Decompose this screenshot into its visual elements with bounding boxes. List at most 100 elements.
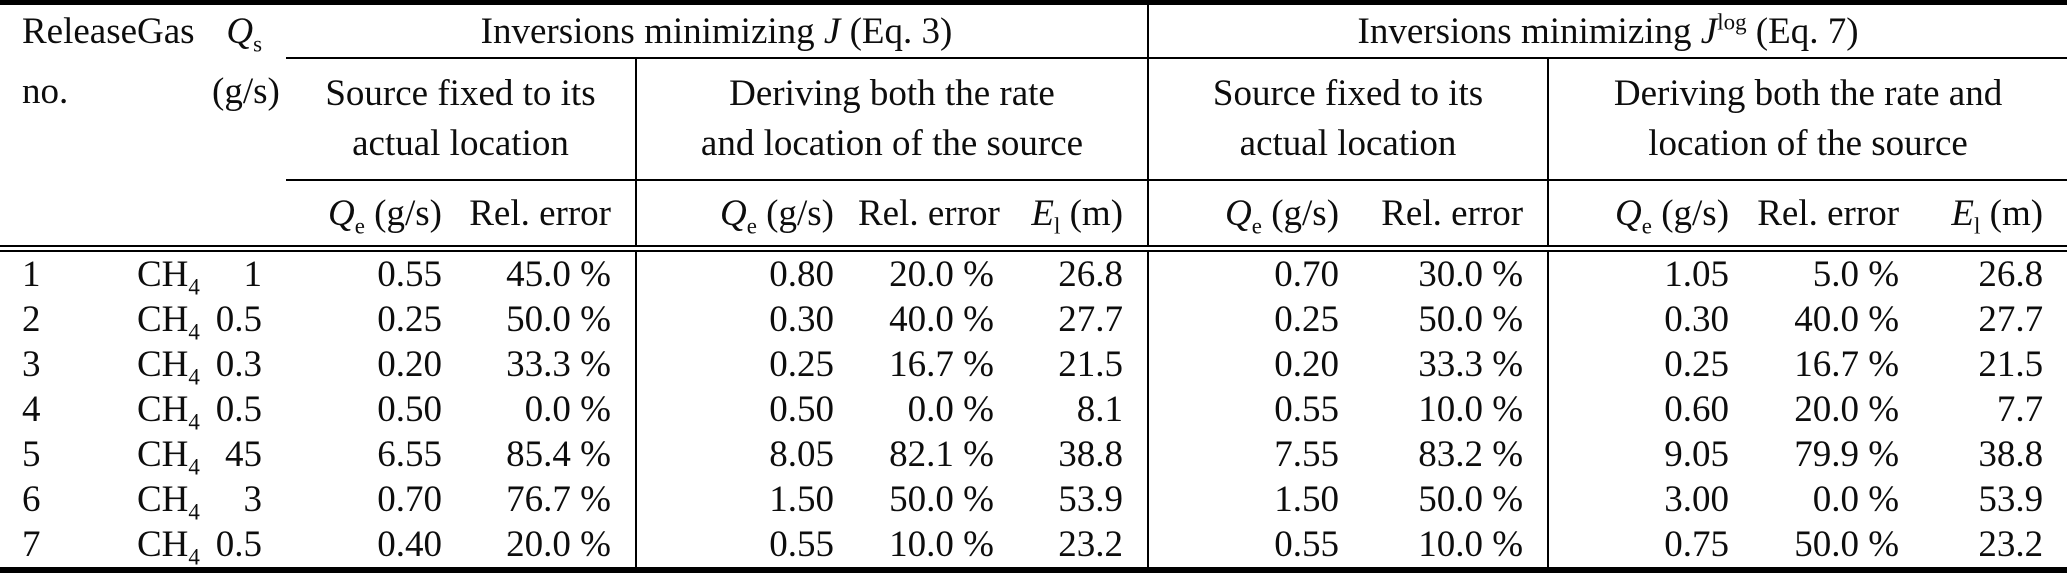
header-group-jlog: Inversions minimizing Jlog (Eq. 7): [1148, 0, 2067, 59]
header-qs: Qs: [212, 0, 286, 58]
spacer-cell: [112, 180, 212, 252]
cell-j-fixed-rel: 85.4 %: [466, 432, 637, 477]
cell-qs: 0.5: [212, 522, 286, 569]
el-unit: (m): [1060, 192, 1124, 234]
jlog-derive-line1: Deriving both the rate and: [1613, 73, 2003, 114]
gas-subscript: 4: [188, 319, 200, 345]
cell-j-derive-rel: 40.0 %: [889, 299, 994, 340]
cell-release-no: 4: [22, 389, 41, 430]
cell-qs: 1: [243, 254, 263, 295]
cell-j-derive-qe: 1.50: [769, 479, 834, 520]
header-jlog-derive-qe: Qe (g/s): [1548, 180, 1754, 252]
cell-j-fixed-qe: 0.40: [286, 522, 466, 569]
cell-gas: CH4: [137, 254, 200, 300]
cell-jlog-derive-rel: 50.0 %: [1753, 522, 1924, 569]
qe-subscript: e: [1251, 212, 1262, 238]
cell-qs: 0.3: [215, 344, 262, 385]
qe-symbol: Q: [1615, 192, 1642, 234]
qe-symbol: Q: [1225, 192, 1252, 234]
table-row: 6 CH4 3 0.70 76.7 % 1.50 50.0 % 53.9 1.50 50.0 % 3…: [0, 477, 2067, 525]
table-row: 4 CH4 0.5 0.50 0.0 % 0.50 0.0 % 8.1 0.55 10.0 % 0.…: [0, 387, 2067, 435]
qe-subscript: e: [746, 212, 757, 238]
cell-gas: CH4: [137, 389, 200, 435]
el-subscript: l: [1053, 212, 1061, 238]
gas-subscript: 4: [188, 409, 200, 435]
cell-j-fixed-qe: 0.50: [377, 389, 442, 430]
j-fixed-line1: Source fixed to its: [325, 73, 596, 114]
cell-j-derive-qe: 8.05: [769, 434, 834, 475]
cell-j-derive-el: 53.9: [1018, 477, 1150, 522]
group-jlog-superscript: log: [1717, 9, 1747, 35]
cell-jlog-fixed-rel: 50.0 %: [1363, 477, 1550, 522]
spacer-cell: [212, 180, 286, 252]
j-fixed-line2: actual location: [352, 123, 569, 164]
spacer-cell: [0, 180, 112, 252]
header-jlog-derive: Deriving both the rate and location of t…: [1548, 58, 2067, 181]
qs-symbol: Q: [226, 11, 254, 52]
cell-jlog-derive-rel: 5.0 %: [1812, 254, 1900, 295]
header-gas-spacer: [112, 58, 212, 180]
cell-jlog-derive-el: 7.7: [1996, 389, 2044, 430]
cell-j-fixed-rel: 0.0 %: [466, 387, 637, 432]
cell-jlog-fixed-rel: 10.0 %: [1363, 387, 1550, 432]
cell-j-fixed-rel: 33.3 %: [466, 342, 637, 387]
cell-j-fixed-qe: 0.20: [377, 344, 442, 385]
cell-release-no: 6: [22, 479, 41, 520]
header-release-no: no.: [22, 71, 69, 112]
cell-release-no: 1: [22, 254, 41, 295]
table-bottom-rule: [0, 568, 2067, 573]
cell-j-fixed-qe: 0.55: [377, 254, 442, 295]
cell-jlog-derive-qe: 3.00: [1664, 479, 1730, 520]
table-row: 1 CH4 1 0.55 45.0 % 0.80 20.0 % 26.8 0.70 30.0 % 1…: [0, 248, 2067, 300]
cell-qs: 0.5: [215, 389, 262, 430]
cell-jlog-derive-rel: 16.7 %: [1794, 344, 1900, 385]
gas-subscript: 4: [188, 274, 200, 300]
header-jlog-fixed: Source fixed to its actual location: [1148, 58, 1550, 181]
el-symbol: E: [1031, 192, 1054, 234]
group-j-symbol: J: [823, 10, 841, 52]
cell-j-derive-qe: 0.50: [769, 389, 834, 430]
qe-symbol: Q: [720, 192, 747, 234]
jlog-fixed-line2: actual location: [1239, 123, 1457, 164]
group-jlog-prefix: Inversions minimizing: [1357, 10, 1701, 52]
header-jlog-derive-el: El (m): [1923, 180, 2067, 252]
header-j-derive: Deriving both the rate and location of t…: [636, 58, 1150, 181]
header-j-derive-rel: Rel. error: [858, 180, 1018, 252]
header-j-derive-el: El (m): [1018, 180, 1150, 252]
group-jlog-symbol: J: [1700, 10, 1718, 52]
cell-jlog-fixed-qe: 0.70: [1274, 254, 1340, 295]
cell-jlog-derive-rel: 40.0 %: [1794, 299, 1900, 340]
qe-subscript: e: [354, 212, 365, 238]
cell-jlog-derive-qe: 0.75: [1548, 522, 1754, 569]
cell-jlog-derive-el: 38.8: [1978, 434, 2044, 475]
header-j-derive-qe: Qe (g/s): [636, 180, 858, 252]
cell-j-derive-rel: 0.0 %: [907, 389, 994, 430]
header-jlog-fixed-qe: Qe (g/s): [1148, 180, 1364, 252]
cell-j-derive-el: 21.5: [1018, 342, 1150, 387]
cell-release-no: 7: [0, 522, 112, 569]
table-row: 3 CH4 0.3 0.20 33.3 % 0.25 16.7 % 21.5 0.20 33.3 …: [0, 342, 2067, 390]
cell-j-derive-qe: 0.30: [769, 299, 834, 340]
cell-jlog-derive-qe: 0.25: [1664, 344, 1730, 385]
header-j-fixed: Source fixed to its actual location: [286, 58, 637, 181]
cell-j-derive-rel: 10.0 %: [858, 522, 1018, 569]
cell-jlog-derive-rel: 0.0 %: [1812, 479, 1900, 520]
cell-gas: CH4: [137, 344, 200, 390]
header-row-groups: Release Gas Qs Inversions minimizing J (…: [0, 0, 2067, 59]
cell-j-derive-rel: 20.0 %: [889, 254, 994, 295]
cell-jlog-fixed-qe: 7.55: [1274, 434, 1340, 475]
header-release: Release: [0, 0, 137, 58]
cell-gas: CH4: [137, 479, 200, 525]
table-body: 1 CH4 1 0.55 45.0 % 0.80 20.0 % 26.8 0.70 30.0 % 1…: [0, 248, 2067, 569]
cell-jlog-fixed-rel: 10.0 %: [1363, 522, 1550, 569]
qe-unit: (g/s): [756, 192, 834, 234]
cell-jlog-fixed-qe: 0.55: [1274, 389, 1340, 430]
cell-j-derive-rel: 16.7 %: [889, 344, 994, 385]
cell-jlog-derive-el: 23.2: [1923, 522, 2067, 569]
table-header: Release Gas Qs Inversions minimizing J (…: [0, 0, 2067, 252]
cell-j-fixed-qe: 0.25: [377, 299, 442, 340]
table-row: 7 CH4 0.5 0.40 20.0 % 0.55 10.0 % 23.2 0.55 10.0 …: [0, 522, 2067, 569]
cell-jlog-derive-rel: 79.9 %: [1794, 434, 1900, 475]
gas-subscript: 4: [188, 499, 200, 525]
